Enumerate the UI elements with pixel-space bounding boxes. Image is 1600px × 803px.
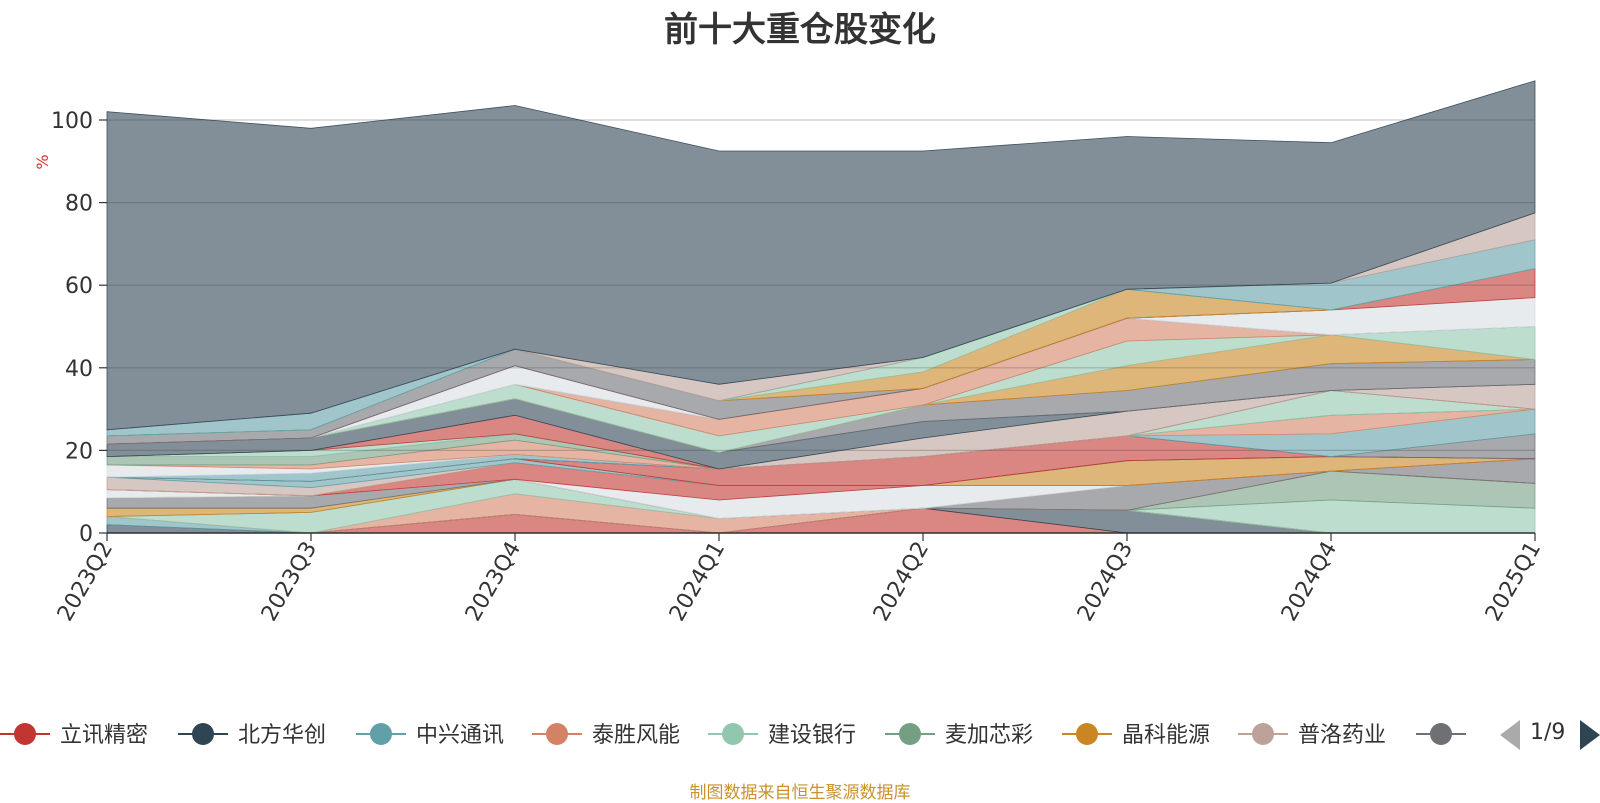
legend-label: 麦加芯彩 <box>945 723 1033 748</box>
x-tick-label: 2024Q3 <box>1073 538 1138 626</box>
x-tick-label: 2023Q4 <box>461 538 526 626</box>
legend-label: 普洛药业 <box>1298 723 1386 748</box>
y-tick-label: 60 <box>65 274 93 299</box>
legend-page-label: 1/9 <box>1530 720 1566 745</box>
x-tick-label: 2024Q1 <box>665 538 730 626</box>
y-axis-unit-label: % <box>33 154 52 169</box>
legend-label: 晶科能源 <box>1122 723 1210 748</box>
area-other-28 <box>106 80 1536 431</box>
legend-label: 北方华创 <box>238 723 326 748</box>
areas-layer <box>106 80 1536 534</box>
legend-item[interactable]: 普洛药业 <box>1238 723 1386 748</box>
legend-next-page-icon[interactable] <box>1580 720 1600 750</box>
y-tick-label: 80 <box>65 192 93 217</box>
x-tick-label: 2025Q1 <box>1481 538 1546 626</box>
legend-item[interactable]: 北方华创 <box>178 723 326 748</box>
legend-circle-marker <box>722 723 744 745</box>
legend-item[interactable]: 麦加芯彩 <box>885 723 1033 748</box>
legend-prev-page-icon[interactable] <box>1500 720 1520 750</box>
legend-item[interactable]: 建设银行 <box>708 723 856 748</box>
legend-item[interactable] <box>1416 723 1466 745</box>
legend-circle-marker <box>192 723 214 745</box>
legend-label: 泰胜风能 <box>592 723 680 748</box>
legend-circle-marker <box>1430 723 1452 745</box>
legend-item[interactable]: 晶科能源 <box>1062 723 1210 748</box>
x-tick-label: 2023Q3 <box>257 538 322 626</box>
y-tick-label: 100 <box>51 109 93 134</box>
legend-circle-marker <box>1252 723 1274 745</box>
legend-label: 中兴通讯 <box>416 723 504 748</box>
legend-circle-marker <box>14 723 36 745</box>
y-tick-label: 0 <box>79 522 93 547</box>
x-tick-label: 2024Q4 <box>1277 538 1342 626</box>
legend-label: 建设银行 <box>768 723 856 748</box>
legend-circle-marker <box>370 723 392 745</box>
legend-circle-marker <box>546 723 568 745</box>
legend-circle-marker <box>899 723 921 745</box>
legend-item[interactable]: 立讯精密 <box>0 723 148 748</box>
source-note: 制图数据来自恒生聚源数据库 <box>689 783 911 803</box>
legend-label: 立讯精密 <box>60 723 148 748</box>
y-tick-label: 40 <box>65 357 93 382</box>
legend-circle-marker <box>1076 723 1098 745</box>
legend-pager: 1/9 <box>1500 718 1600 758</box>
chart-title: 前十大重仓股变化 <box>664 10 936 50</box>
legend-item[interactable]: 中兴通讯 <box>356 723 504 748</box>
x-tick-label: 2024Q2 <box>869 538 934 626</box>
y-tick-label: 20 <box>65 439 93 464</box>
legend-layer: 立讯精密 北方华创 中兴通讯 泰胜风能 建设银行 麦加芯彩 晶科能源 普洛药业 <box>0 723 1466 748</box>
x-tick-label: 2023Q2 <box>53 538 118 626</box>
legend-item[interactable]: 泰胜风能 <box>532 723 680 748</box>
